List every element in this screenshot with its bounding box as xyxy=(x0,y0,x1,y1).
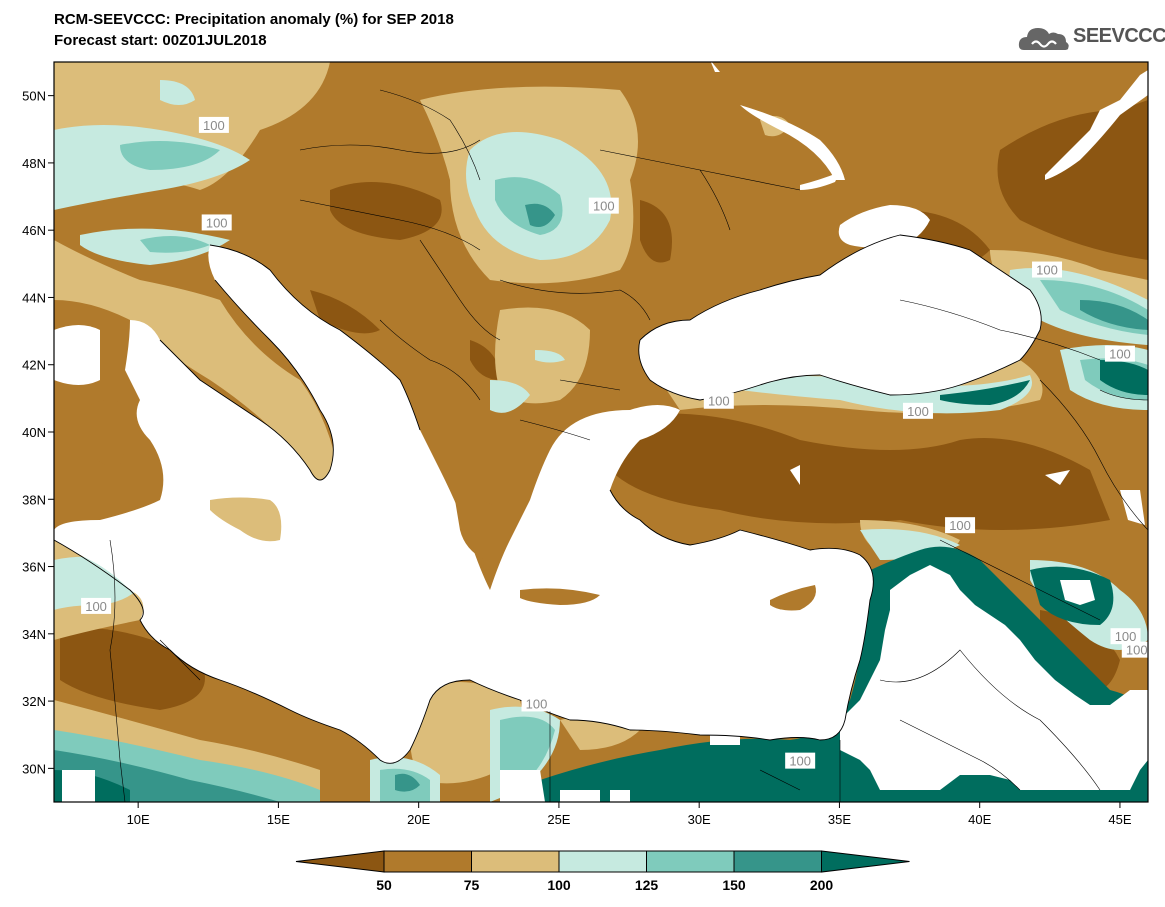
contour-label: 100 xyxy=(703,392,734,409)
adriatic-tyrrhenian-link xyxy=(54,325,100,385)
colorbar-box xyxy=(733,850,822,873)
y-tick-label: 46N xyxy=(22,223,46,238)
contour-label-text: 100 xyxy=(708,394,730,409)
x-tick-label: 35E xyxy=(828,812,851,827)
contour-label: 100 xyxy=(902,402,933,419)
logo-text: SEEVCCC xyxy=(1073,25,1165,47)
contour-label-bg xyxy=(198,116,229,133)
forecast-start-label: Forecast start: 00Z01JUL2018 xyxy=(54,32,267,49)
contour-label-bg xyxy=(521,695,552,712)
colorbar-box xyxy=(558,850,647,873)
contour-label-bg xyxy=(945,517,976,534)
sea-areas xyxy=(54,205,1042,764)
cloud-logo-icon xyxy=(1018,28,1069,50)
y-tick-label: 48N xyxy=(22,156,46,171)
y-tick-label: 32N xyxy=(22,694,46,709)
contour-label-text: 100 xyxy=(1115,629,1137,644)
y-tick-label: 36N xyxy=(22,560,46,575)
contour-label-bg xyxy=(588,197,619,214)
y-axis: 30N 32N 34N 36N 38N 40N 42N 44N 46N 48N 50N xyxy=(22,89,54,776)
contour-label: 100 xyxy=(1121,641,1152,658)
x-tick-label: 15E xyxy=(267,812,290,827)
contour-label-text: 100 xyxy=(526,696,548,711)
contour-label-bg xyxy=(703,392,734,409)
peloponnese xyxy=(455,498,501,560)
contour-label-text: 100 xyxy=(949,518,971,533)
y-tick-label: 30N xyxy=(22,761,46,776)
colorbar-box xyxy=(383,850,472,873)
x-axis: 10E 15E 20E 25E 30E 35E 40E 45E xyxy=(127,802,1132,827)
contour-label: 100 xyxy=(785,752,816,769)
x-tick-label: 10E xyxy=(127,812,150,827)
y-tick-label: 44N xyxy=(22,290,46,305)
corsica xyxy=(100,341,123,390)
y-tick-label: 42N xyxy=(22,358,46,373)
sicily xyxy=(210,497,282,542)
mediterranean-sea xyxy=(54,245,874,764)
sardinia xyxy=(89,400,127,466)
black-sea xyxy=(638,235,1042,400)
map-title: RCM-SEEVCCC: Precipitation anomaly (%) f… xyxy=(54,11,454,28)
y-tick-label: 34N xyxy=(22,627,46,642)
contour-label: 100 xyxy=(588,197,619,214)
contour-label-text: 100 xyxy=(1036,263,1058,278)
crete xyxy=(520,588,600,605)
islands xyxy=(89,341,816,611)
contour-label-bg xyxy=(1121,641,1152,658)
x-tick-label: 20E xyxy=(407,812,430,827)
cyprus xyxy=(770,585,816,611)
contour-label-bg xyxy=(1032,261,1063,278)
contour-label-bg xyxy=(201,214,232,231)
x-tick-label: 40E xyxy=(968,812,991,827)
colorbar-left-arrow xyxy=(295,850,385,873)
colorbar-box xyxy=(646,850,735,873)
colorbar-label: 75 xyxy=(464,877,480,893)
contour-label-text: 100 xyxy=(1126,643,1148,658)
y-tick-label: 38N xyxy=(22,492,46,507)
colorbar-label: 100 xyxy=(547,877,571,893)
contour-label: 100 xyxy=(201,214,232,231)
map-plot-area xyxy=(54,62,1148,802)
white-mask-blocks xyxy=(62,62,1148,802)
colorbar: 50 75 100 125 150 200 xyxy=(295,850,910,893)
contour-label-bg xyxy=(785,752,816,769)
x-tick-label: 30E xyxy=(688,812,711,827)
seevccc-logo: SEEVCCC xyxy=(1018,22,1165,56)
y-tick-label: 50N xyxy=(22,89,46,104)
colorbar-label: 150 xyxy=(722,877,746,893)
contour-label: 100 xyxy=(1104,345,1135,362)
x-tick-label: 45E xyxy=(1108,812,1131,827)
contour-label-text: 100 xyxy=(593,199,615,214)
contour-label: 100 xyxy=(1032,261,1063,278)
contour-label: 100 xyxy=(198,116,229,133)
contour-label: 100 xyxy=(945,517,976,534)
contour-label-bg xyxy=(81,597,112,614)
contour-label-text: 100 xyxy=(206,215,228,230)
contour-label-bg xyxy=(1104,345,1135,362)
contour-label-bg xyxy=(902,402,933,419)
sea-of-azov xyxy=(838,205,930,248)
contour-label: 100 xyxy=(1110,628,1141,645)
contour-label: 100 xyxy=(521,695,552,712)
coastlines xyxy=(54,234,1042,764)
contour-label-text: 100 xyxy=(1109,347,1131,362)
contour-label: 100 xyxy=(81,597,112,614)
contour-label-text: 100 xyxy=(907,404,929,419)
x-tick-label: 25E xyxy=(547,812,570,827)
colorbar-right-arrow xyxy=(821,850,910,873)
y-tick-label: 40N xyxy=(22,425,46,440)
contour-label-text: 100 xyxy=(85,599,107,614)
colorbar-label: 200 xyxy=(810,877,834,893)
colorbar-label: 125 xyxy=(635,877,659,893)
colorbar-label: 50 xyxy=(376,877,392,893)
colorbar-box xyxy=(471,850,560,873)
contour-label-text: 100 xyxy=(203,118,225,133)
contour-label-bg xyxy=(1110,628,1141,645)
country-borders xyxy=(109,89,1148,802)
contour-label-text: 100 xyxy=(789,754,811,769)
